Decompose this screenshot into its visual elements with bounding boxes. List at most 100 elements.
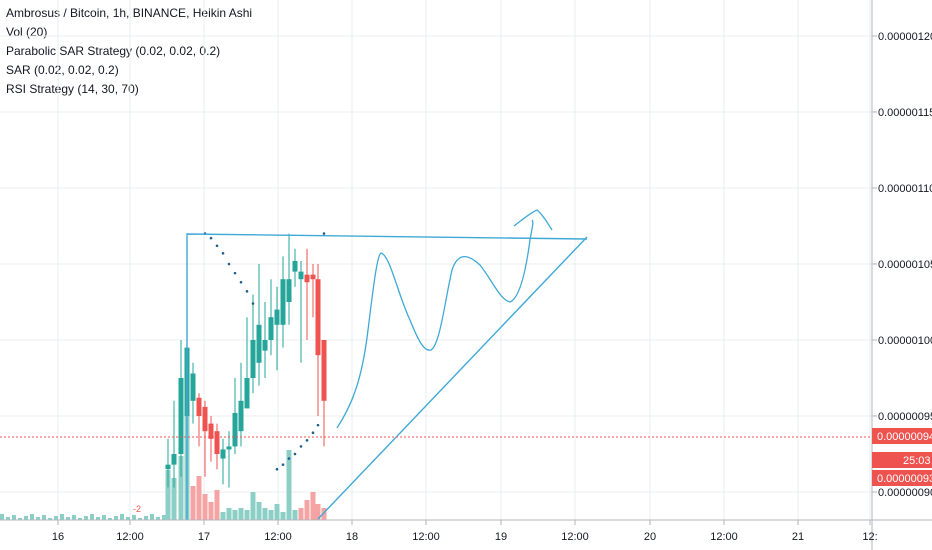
volume-bar [250,492,256,520]
x-tick-label: 12:00 [116,531,144,543]
volume-bar [114,516,118,520]
volume-bar [226,508,232,520]
volume-bar [36,517,40,520]
volume-bar [304,500,310,520]
countdown-label: 25:03 [903,455,931,467]
drawing-projection-wave[interactable] [336,219,534,429]
y-tick-label: 0.00000105 [878,259,932,271]
candle-body [315,279,321,356]
candle-body [280,279,286,325]
candle-body [171,454,177,465]
sar-dot [305,439,309,442]
candle-body [321,340,327,401]
volume-bar [315,504,321,520]
x-tick-label: 17 [198,531,210,543]
candle-body [256,324,262,363]
x-tick-label: 20 [644,531,656,543]
x-tick-label: 19 [495,531,507,543]
volume-bar [132,515,136,520]
sar-dot [245,290,249,293]
volume-bar [321,508,327,520]
sar-dot [209,236,213,240]
candle-body [274,309,280,325]
legend-sar[interactable]: SAR (0.02, 0.02, 0.2) [6,63,119,77]
volume-bar [274,504,280,520]
legend-rsi-strategy[interactable]: RSI Strategy (14, 30, 70) [6,82,139,96]
volume-bar [18,518,22,520]
sar-dot [275,467,279,471]
volume-bar [84,516,88,520]
volume-bar [178,456,184,520]
sar-dot [316,423,320,427]
volume-bar [196,476,202,520]
y-tick-label: 0.00000115 [878,107,932,119]
candle-body [220,449,226,459]
sar-dot [311,431,315,435]
volume-bar [60,514,64,520]
volume-bar [310,492,316,520]
candle-body [178,378,184,454]
candle-body [304,274,310,283]
last-price-tag: 0.00000094 [872,428,932,444]
x-tick-label: 12:00 [710,531,738,543]
chart-legend: Ambrosus / Bitcoin, 1h, BINANCE, Heikin … [6,4,252,99]
volume-bar [78,518,82,520]
candle-body [238,400,244,432]
drawings[interactable] [186,209,588,520]
drawing-resistance-line[interactable] [186,233,588,520]
sar-price-tag: 0.00000093 [872,470,932,486]
volume-marker-label: -2 [133,504,141,514]
grid [0,0,872,520]
time-axis[interactable]: 16 12:00 17 12:00 18 12:00 19 12:00 20 12:00 21 12: [52,520,878,543]
candle-body [244,378,250,409]
volume-bar [202,494,208,520]
volume-bar [90,514,94,520]
y-tick-label: 0.00000120 [878,31,932,43]
candles [165,233,327,488]
legend-psar-strategy[interactable]: Parabolic SAR Strategy (0.02, 0.02, 0.2) [6,44,221,58]
volume-bar [30,514,34,520]
sar-price-label: 0.00000093 [877,473,932,485]
candle-body [250,340,256,378]
candle-body [298,271,304,280]
volume-bar [190,486,196,520]
x-tick-label: 12:00 [412,531,440,543]
volume-bar [48,518,52,520]
volume-bar [102,515,106,520]
candle-body [262,340,268,351]
volume-bar [72,515,76,520]
sar-dot [215,244,219,248]
sar-dot [233,271,237,275]
x-tick-label: 12:00 [561,531,589,543]
sar-dot [322,232,326,235]
x-tick-label: 16 [52,531,64,543]
candle-body [292,260,298,272]
x-tick-label: 12: [862,531,877,543]
y-tick-label: 0.00000095 [878,411,932,423]
y-tick-label: 0.00000090 [878,487,932,499]
drawing-trendline[interactable] [317,236,588,520]
volume-bar [66,517,70,520]
volume-bar [214,490,220,520]
drawing-peak-hook[interactable] [513,209,553,231]
volume-bar [12,515,16,520]
volume-bar [144,516,148,520]
candle-body [214,431,220,454]
sar-dot [281,463,285,466]
legend-title[interactable]: Ambrosus / Bitcoin, 1h, BINANCE, Heikin … [6,6,253,20]
volume-bar [6,517,10,520]
volume-bar [120,514,124,520]
volume-bar [165,470,171,520]
sar-dot [293,452,297,456]
volume-bar [244,510,250,520]
volume-bar [220,512,226,520]
candle-body [165,464,171,470]
price-axis[interactable]: 0.00000120 0.00000115 0.00000110 0.00000105… [872,31,932,499]
volume-bar [42,515,46,520]
volume-bar [232,510,238,520]
volume-bar [156,517,160,520]
countdown-tag: 25:03 [872,452,932,468]
sar-dot [227,262,231,266]
candle-body [286,279,292,302]
